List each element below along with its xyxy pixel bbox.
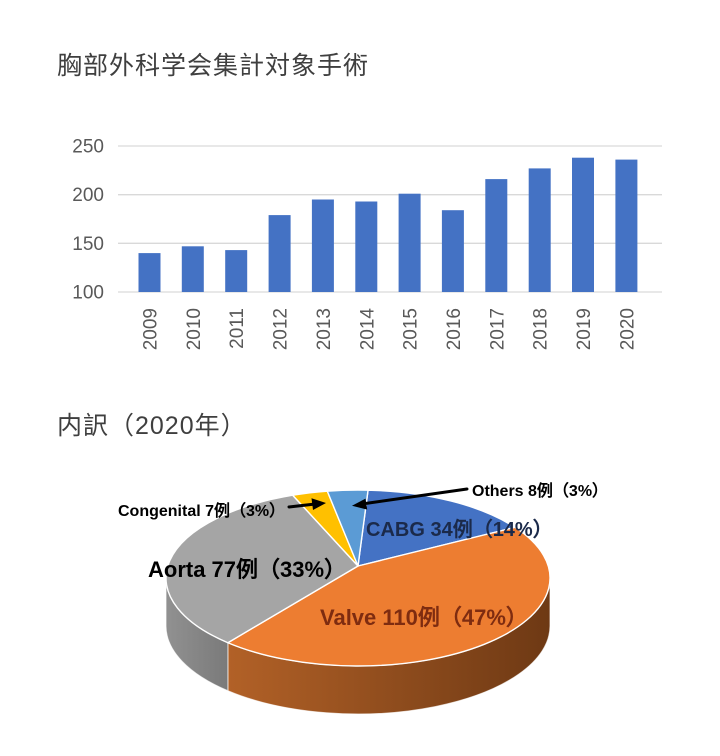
x-tick-2020: 2020: [617, 308, 638, 350]
pie-slice-valve: [227, 526, 551, 667]
bar-2012: [268, 215, 291, 292]
bar-2010: [181, 246, 204, 292]
x-tick-2009: 2009: [141, 308, 162, 350]
pie-label-cabg: CABG 34例（14%）: [366, 519, 553, 541]
bar-2013: [311, 199, 334, 292]
bar-2018: [528, 168, 551, 292]
x-tick-2012: 2012: [271, 308, 292, 350]
others-arrow: [352, 487, 469, 510]
bar-2017: [485, 179, 508, 292]
congenital-arrow: [287, 498, 326, 510]
x-tick-2011: 2011: [227, 308, 248, 349]
pie-label-valve: Valve 110例（47%）: [320, 605, 528, 630]
pie-slice-cabg: [357, 489, 516, 567]
pie-label-aorta: Aorta 77例（33%）: [148, 557, 347, 582]
bar-2009: [138, 253, 161, 292]
bar-2011: [225, 250, 248, 292]
pie-chart-title: 内訳（2020年）: [57, 412, 247, 440]
pie-label-others: Others 8例（3%）: [472, 483, 609, 500]
x-tick-2010: 2010: [184, 308, 205, 350]
pie-slice-others: [326, 489, 369, 567]
bar-2020: [615, 159, 638, 292]
y-tick-150: 150: [72, 234, 104, 255]
bar-chart-title: 胸部外科学会集計対象手術: [57, 52, 370, 80]
pie-slice-aorta: [165, 494, 359, 644]
x-tick-2016: 2016: [444, 308, 465, 350]
x-tick-2018: 2018: [531, 308, 552, 350]
y-tick-200: 200: [72, 185, 104, 206]
y-tick-100: 100: [72, 283, 104, 304]
bar-2019: [572, 157, 594, 292]
y-tick-250: 250: [72, 137, 104, 158]
x-tick-2017: 2017: [487, 308, 508, 350]
x-tick-2014: 2014: [357, 308, 378, 351]
pie-label-congenital: Congenital 7例（3%）: [118, 503, 286, 520]
bar-2016: [441, 210, 464, 292]
x-tick-2019: 2019: [574, 308, 595, 350]
x-tick-2013: 2013: [314, 308, 335, 350]
bar-2015: [398, 193, 421, 292]
bar-2014: [355, 201, 378, 292]
x-tick-2015: 2015: [401, 308, 422, 350]
